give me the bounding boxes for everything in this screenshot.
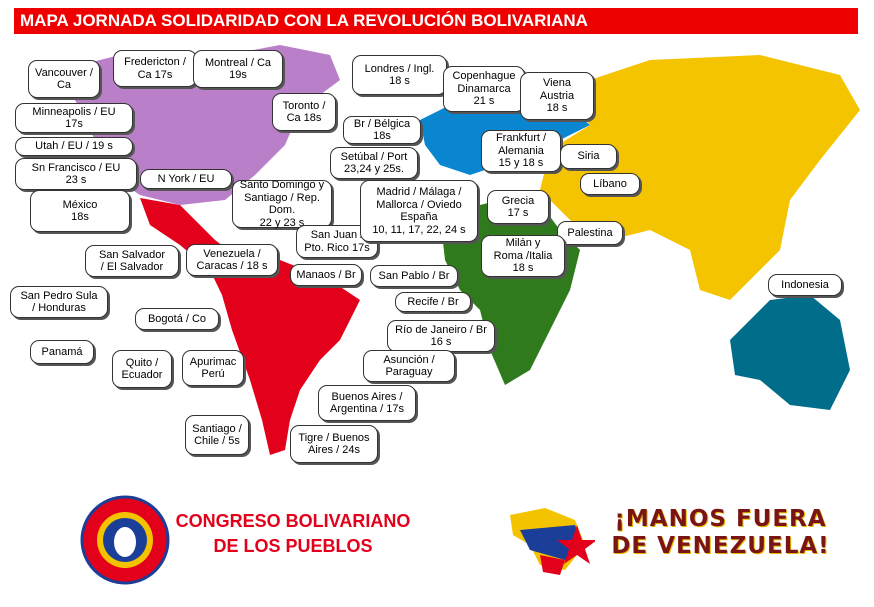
callout-frankfurt: Frankfurt / Alemania 15 y 18 s bbox=[481, 130, 561, 172]
congreso-bolivariano-text: CONGRESO BOLIVARIANO DE LOS PUEBLOS bbox=[175, 511, 411, 556]
callout-libano: Líbano bbox=[580, 173, 640, 195]
callout-siria: Siria bbox=[560, 144, 617, 169]
callout-recife: Recife / Br bbox=[395, 292, 471, 312]
callout-asuncion: Asunción / Paraguay bbox=[363, 350, 455, 382]
callout-setubal: Setúbal / Port 23,24 y 25s. bbox=[330, 147, 418, 179]
callout-sanpedrosula: San Pedro Sula / Honduras bbox=[10, 286, 108, 318]
callout-buenosaires: Buenos Aires / Argentina / 17s bbox=[318, 385, 416, 421]
callout-bogota: Bogotá / Co bbox=[135, 308, 219, 330]
manos-fuera-text: ¡MANOS FUERA DE VENEZUELA! bbox=[611, 506, 830, 559]
callout-palestina: Palestina bbox=[557, 221, 623, 245]
callout-nyork: N York / EU bbox=[140, 169, 232, 189]
callout-mexico: México 18s bbox=[30, 190, 130, 232]
callout-venezuela: Venezuela / Caracas / 18 s bbox=[186, 244, 278, 276]
latin-america-region bbox=[140, 198, 360, 455]
callout-grecia: Grecia 17 s bbox=[487, 190, 549, 224]
callout-sansalvador: San Salvador / El Salvador bbox=[85, 245, 179, 277]
venezuela-map-logo bbox=[510, 508, 595, 575]
callout-fredericton: Fredericton / Ca 17s bbox=[113, 50, 197, 87]
callout-riodejaneiro: Río de Janeiro / Br 16 s bbox=[387, 320, 495, 352]
callout-sanfrancisco: Sn Francisco / EU 23 s bbox=[15, 158, 137, 190]
callout-montreal: Montreal / Ca 19s bbox=[193, 50, 283, 88]
callout-utah: Utah / EU / 19 s bbox=[15, 137, 133, 156]
callout-toronto: Toronto / Ca 18s bbox=[272, 93, 336, 131]
callout-londres: Londres / Ingl. 18 s bbox=[352, 55, 447, 95]
callout-vancouver: Vancouver / Ca bbox=[28, 60, 100, 98]
callout-santiagochile: Santiago / Chile / 5s bbox=[185, 415, 249, 455]
callout-apurimac: Apurimac Perú bbox=[182, 350, 244, 386]
map-title: MAPA JORNADA SOLIDARIDAD CON LA REVOLUCI… bbox=[14, 8, 858, 34]
callout-minneapolis: Minneapolis / EU 17s bbox=[15, 103, 133, 133]
callout-milan-roma: Milán y Roma /Italia 18 s bbox=[481, 235, 565, 277]
callout-copenhague: Copenhague Dinamarca 21 s bbox=[443, 66, 525, 112]
callout-madrid: Madrid / Málaga / Mallorca / Oviedo Espa… bbox=[360, 180, 478, 242]
callout-manaos: Manaos / Br bbox=[290, 264, 362, 286]
asia-region bbox=[540, 55, 860, 300]
oceania-region bbox=[730, 295, 850, 410]
callout-santodomingo: Santo Domingo y Santiago / Rep. Dom. 22 … bbox=[232, 179, 332, 229]
callout-panama: Panamá bbox=[30, 340, 94, 364]
callout-viena: Viena Austria 18 s bbox=[520, 72, 594, 120]
congreso-bolivariano-logo bbox=[80, 495, 170, 585]
callout-sanpablo: San Pablo / Br bbox=[370, 265, 458, 287]
callout-indonesia: Indonesia bbox=[768, 274, 842, 296]
callout-belgica: Br / Bélgica 18s bbox=[343, 116, 421, 144]
callout-tigre: Tigre / Buenos Aires / 24s bbox=[290, 425, 378, 463]
callout-quito: Quito / Ecuador bbox=[112, 350, 172, 388]
